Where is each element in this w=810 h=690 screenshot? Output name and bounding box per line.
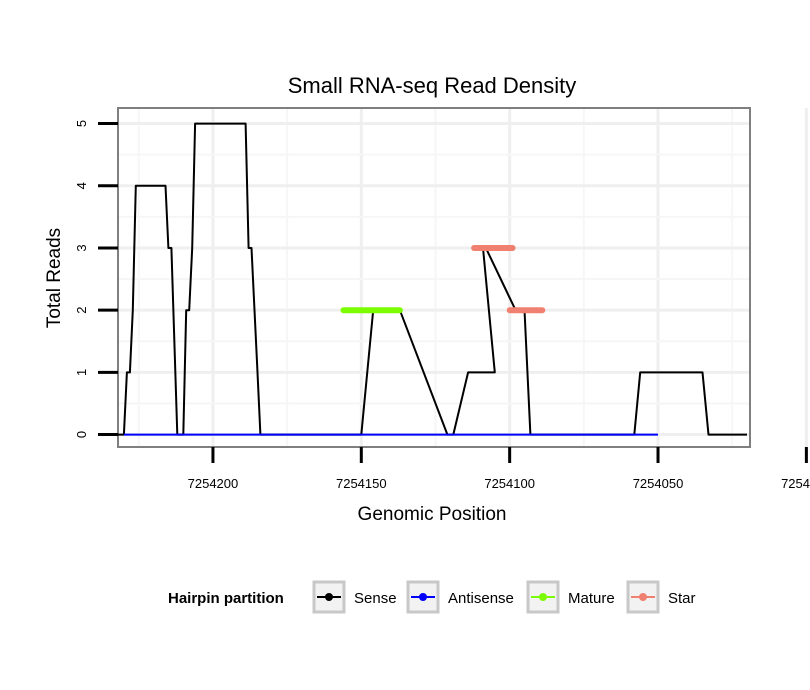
y-tick-label: 4 bbox=[74, 182, 89, 189]
x-tick-label: 7254150 bbox=[336, 476, 387, 491]
legend-key-point bbox=[325, 593, 333, 601]
chart-title: Small RNA-seq Read Density bbox=[288, 73, 577, 98]
y-tick-label: 5 bbox=[74, 120, 89, 127]
y-axis: 0 1 2 3 4 5 bbox=[74, 120, 118, 438]
legend-key-point bbox=[419, 593, 427, 601]
legend-key-point bbox=[639, 593, 647, 601]
legend-label: Antisense bbox=[448, 590, 514, 607]
series-layer bbox=[118, 122, 747, 436]
legend-label: Sense bbox=[354, 590, 397, 607]
y-axis-title: Total Reads bbox=[44, 228, 65, 328]
x-tick-label: 7254100 bbox=[484, 476, 535, 491]
y-tick-label: 0 bbox=[74, 431, 89, 438]
legend-key-point bbox=[539, 593, 547, 601]
legend-label: Mature bbox=[568, 590, 615, 607]
x-axis-title: Genomic Position bbox=[358, 504, 507, 525]
legend: Hairpin partition Sense Antisense Mature St… bbox=[168, 580, 696, 614]
legend-item-antisense: Antisense bbox=[406, 580, 514, 614]
y-tick-label: 3 bbox=[74, 244, 89, 251]
y-tick-label: 1 bbox=[74, 369, 89, 376]
legend-title: Hairpin partition bbox=[168, 590, 284, 607]
x-axis: 7254200 7254150 7254100 7254050 7254000 bbox=[188, 447, 810, 491]
plot-frame bbox=[117, 107, 751, 448]
legend-item-star: Star bbox=[626, 580, 696, 614]
legend-item-sense: Sense bbox=[312, 580, 397, 614]
legend-item-mature: Mature bbox=[526, 580, 615, 614]
x-tick-label: 7254200 bbox=[188, 476, 239, 491]
legend-label: Star bbox=[668, 590, 696, 607]
y-tick-label: 2 bbox=[74, 307, 89, 314]
x-tick-label: 7254050 bbox=[633, 476, 684, 491]
x-tick-label: 7254000 bbox=[781, 476, 810, 491]
